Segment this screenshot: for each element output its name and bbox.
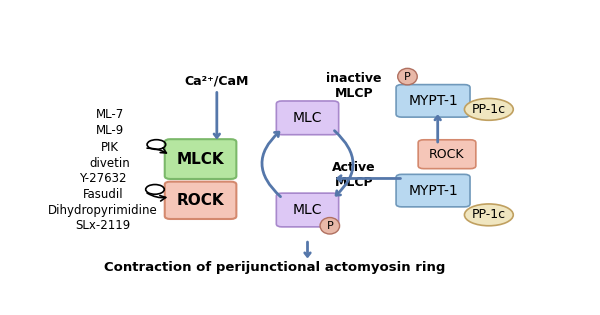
FancyBboxPatch shape xyxy=(396,175,470,207)
Text: divetin: divetin xyxy=(89,157,130,170)
Text: ML-7: ML-7 xyxy=(96,108,124,121)
Ellipse shape xyxy=(398,68,417,85)
Text: MLCK: MLCK xyxy=(177,152,224,167)
Ellipse shape xyxy=(464,204,513,226)
Text: inactive
MLCP: inactive MLCP xyxy=(326,72,382,100)
Ellipse shape xyxy=(464,99,513,120)
Text: P: P xyxy=(404,72,411,82)
Text: Contraction of perijunctional actomyosin ring: Contraction of perijunctional actomyosin… xyxy=(104,261,446,273)
Text: Ca²⁺/CaM: Ca²⁺/CaM xyxy=(185,75,249,88)
Text: MLC: MLC xyxy=(293,203,322,217)
FancyBboxPatch shape xyxy=(396,85,470,117)
Text: P: P xyxy=(326,221,333,231)
Text: MYPT-1: MYPT-1 xyxy=(408,184,458,198)
Text: SLx-2119: SLx-2119 xyxy=(75,219,131,232)
Text: Y-27632: Y-27632 xyxy=(79,172,127,185)
FancyBboxPatch shape xyxy=(418,140,476,169)
Text: Dihydropyrimidine: Dihydropyrimidine xyxy=(48,203,158,216)
Text: ROCK: ROCK xyxy=(177,193,224,208)
FancyBboxPatch shape xyxy=(277,101,338,135)
Text: ROCK: ROCK xyxy=(429,148,465,161)
Text: PIK: PIK xyxy=(101,141,119,154)
FancyBboxPatch shape xyxy=(165,182,236,219)
Text: ML-9: ML-9 xyxy=(96,124,124,137)
Text: Fasudil: Fasudil xyxy=(83,188,123,201)
FancyBboxPatch shape xyxy=(277,193,338,227)
Text: PP-1c: PP-1c xyxy=(472,208,506,221)
FancyBboxPatch shape xyxy=(165,139,236,179)
Text: MLC: MLC xyxy=(293,111,322,125)
Text: PP-1c: PP-1c xyxy=(472,103,506,116)
Text: MYPT-1: MYPT-1 xyxy=(408,94,458,108)
Ellipse shape xyxy=(320,218,340,234)
Text: Active
MLCP: Active MLCP xyxy=(332,161,376,189)
